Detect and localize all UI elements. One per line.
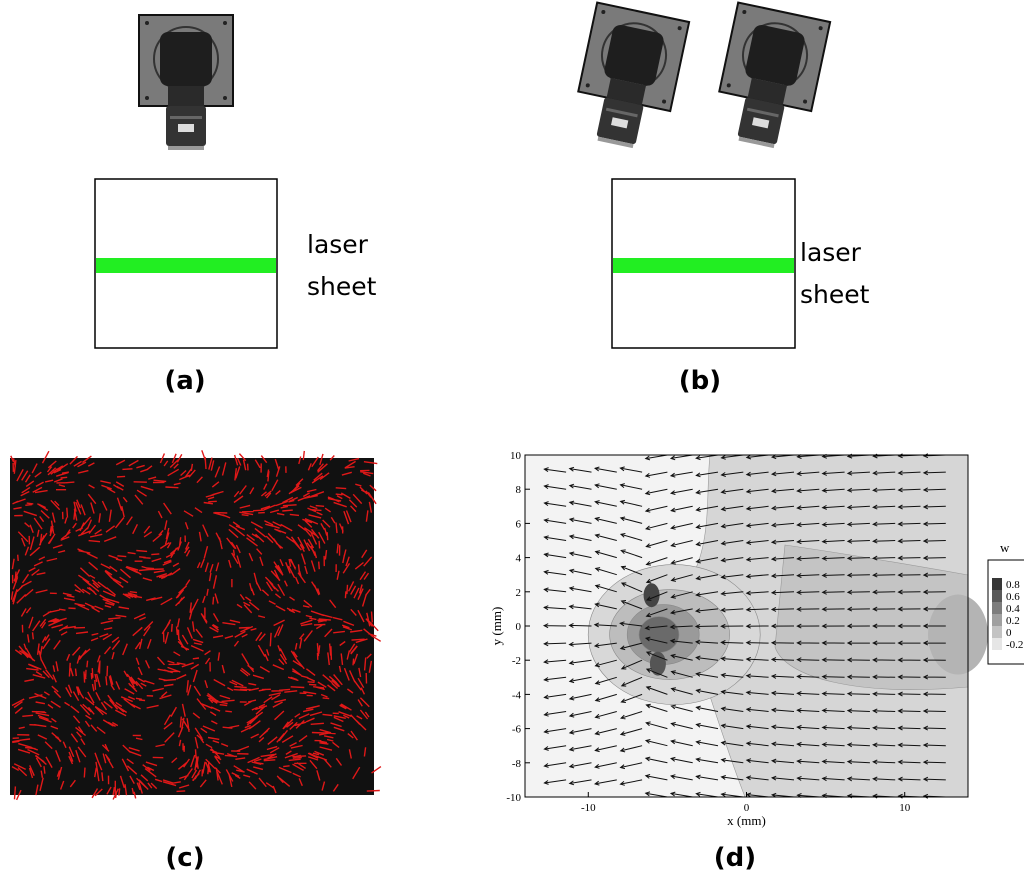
panel-label: (c) <box>165 843 204 873</box>
contour-level <box>644 583 660 607</box>
annotation: laser <box>307 230 369 259</box>
x-axis-label: x (mm) <box>727 813 766 828</box>
camera <box>139 15 233 150</box>
legend-title: w <box>1000 540 1010 555</box>
y-axis-label: y (mm) <box>489 607 504 646</box>
annotation: laser <box>800 238 862 267</box>
y-tick-label: -4 <box>512 689 522 701</box>
panel-label: (b) <box>679 366 721 396</box>
y-tick-label: 10 <box>510 450 522 462</box>
annotation: sheet <box>307 272 377 301</box>
y-tick-label: 2 <box>516 587 522 599</box>
y-tick-label: -10 <box>506 792 521 804</box>
legend-swatch <box>992 626 1002 638</box>
legend-label: 0.2 <box>1006 615 1020 627</box>
legend-swatch <box>992 614 1002 626</box>
legend-label: 0 <box>1006 627 1012 639</box>
contour-plot: -10 0 10 10 8 6 4 2 0 -2 -4 -6 -8 -10 x (mm) y (mm) w 0.8… <box>489 450 1024 828</box>
y-tick-label: -2 <box>512 655 521 667</box>
y-tick-label: 4 <box>516 553 522 565</box>
contour-level <box>928 595 988 675</box>
legend-label: 0.6 <box>1006 591 1020 603</box>
laser-sheet <box>96 258 276 273</box>
legend-label: -0.2 <box>1006 639 1023 651</box>
legend-label: 0.4 <box>1006 603 1020 615</box>
laser-sheet <box>613 258 794 273</box>
panel-label: (d) <box>714 843 756 873</box>
legend-swatch <box>992 602 1002 614</box>
y-tick-label: -8 <box>512 758 522 770</box>
y-tick-label: 6 <box>516 518 522 530</box>
y-tick-label: 0 <box>516 621 522 633</box>
camera <box>569 3 689 155</box>
camera <box>710 3 830 155</box>
contour-level <box>639 617 679 653</box>
legend-swatch <box>992 590 1002 602</box>
legend-label: 0.8 <box>1006 579 1020 591</box>
figure: laser sheet (a) laser sheet (b) (c) -10 0… <box>0 0 1024 877</box>
contour-level <box>650 652 666 676</box>
x-tick-label: 10 <box>899 802 911 814</box>
y-tick-label: -6 <box>512 724 522 736</box>
annotation: sheet <box>800 280 870 309</box>
legend-swatch <box>992 638 1002 650</box>
legend-swatch <box>992 578 1002 590</box>
y-tick-label: 8 <box>516 484 522 496</box>
x-tick-label: -10 <box>581 802 596 814</box>
panel-label: (a) <box>164 366 205 396</box>
